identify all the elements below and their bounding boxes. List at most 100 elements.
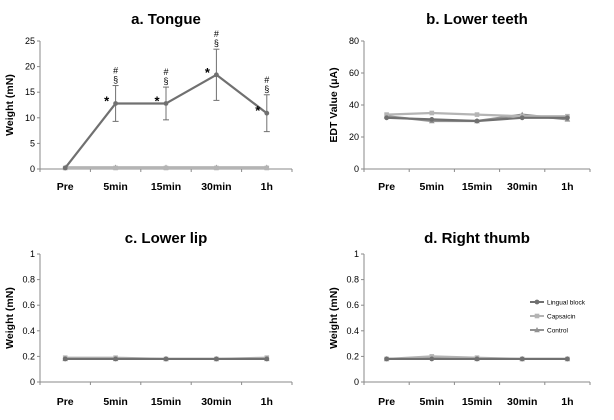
data-point	[429, 356, 435, 362]
significance-mark: #	[264, 75, 269, 85]
y-tick-label: 0.8	[22, 275, 35, 285]
y-tick-label: 20	[25, 62, 35, 72]
x-tick-label: 30min	[507, 181, 537, 193]
legend-marker	[534, 327, 540, 333]
series-lingual-block	[384, 356, 570, 362]
y-axis-label: EDT Value (μA)	[328, 67, 340, 142]
data-point	[214, 72, 219, 78]
chart-title: d. Right thumb	[424, 230, 530, 247]
data-point	[429, 117, 435, 122]
x-tick-label: 1h	[561, 181, 573, 193]
y-tick-label: 0	[354, 377, 359, 387]
significance-annotation: * #§	[205, 29, 219, 80]
data-point	[113, 356, 118, 362]
x-tick-label: 30min	[201, 181, 231, 193]
y-axis-label: Weight (mN)	[4, 74, 16, 136]
data-point	[384, 356, 389, 362]
data-point	[429, 354, 435, 359]
legend-marker	[534, 313, 540, 319]
data-point	[429, 110, 435, 116]
star-mark: *	[154, 93, 160, 108]
data-point	[163, 101, 169, 106]
x-tick-label: 1h	[261, 396, 273, 408]
x-tick-label: 5min	[103, 181, 128, 193]
data-point	[214, 356, 219, 362]
data-point	[113, 165, 118, 171]
significance-mark: #	[214, 29, 219, 39]
y-tick-label: 0.6	[22, 300, 35, 310]
x-tick-label: 15min	[151, 181, 181, 193]
panel-lower-teeth: b. Lower teeth EDT Value (μA) 0 20 40 60 80 Pre…	[328, 11, 591, 193]
chart-title: c. Lower lip	[125, 230, 208, 247]
y-tick-label: 0.6	[346, 300, 359, 310]
data-point	[163, 165, 169, 171]
x-tick-label: Pre	[378, 396, 395, 408]
panel-tongue: a. Tongue Weight (mN) 0 5 10 15 20 25 Pre 5min 15m…	[4, 11, 293, 193]
y-tick-label: 5	[30, 138, 35, 148]
x-tick-label: 1h	[561, 396, 573, 408]
legend-label: Lingual block	[547, 299, 586, 306]
data-point	[519, 356, 525, 362]
data-point	[62, 356, 68, 362]
x-tick-label: 5min	[420, 181, 445, 193]
x-tick-label: 15min	[151, 396, 181, 408]
star-mark: *	[104, 93, 110, 108]
significance-mark: #	[163, 67, 168, 77]
data-point	[113, 101, 118, 106]
data-point	[565, 356, 570, 362]
star-mark: *	[255, 103, 261, 118]
data-point	[474, 356, 480, 362]
data-point	[264, 165, 270, 171]
y-tick-label: 25	[25, 36, 35, 46]
significance-mark: §	[264, 84, 269, 94]
data-point	[62, 165, 68, 171]
panel-right-thumb: d. Right thumb Weight (mN) 0 0.2 0.4 0.6 0.8 1 P…	[328, 230, 591, 408]
legend-entry: Control	[530, 327, 569, 334]
y-tick-label: 60	[349, 68, 359, 78]
legend-label: Capsaicin	[547, 313, 576, 320]
legend-marker	[534, 299, 540, 305]
significance-mark: §	[113, 75, 118, 85]
y-tick-label: 20	[349, 132, 359, 142]
significance-annotation: * #§	[104, 66, 118, 109]
y-tick-label: 0.2	[346, 351, 359, 361]
y-tick-label: 1	[354, 249, 359, 259]
chart-title: b. Lower teeth	[426, 11, 528, 28]
data-point	[264, 110, 270, 116]
y-tick-label: 10	[25, 113, 35, 123]
significance-mark: §	[163, 76, 168, 86]
significance-mark: §	[214, 38, 219, 48]
y-tick-label: 40	[349, 100, 359, 110]
data-point	[384, 112, 389, 117]
significance-mark: #	[113, 66, 118, 76]
x-tick-label: 5min	[103, 396, 128, 408]
y-axis-label: Weight (mN)	[4, 287, 16, 349]
y-tick-label: 0.2	[22, 351, 35, 361]
data-point	[264, 356, 270, 362]
data-point	[163, 356, 169, 362]
significance-annotation: * #§	[255, 75, 269, 118]
x-tick-label: 5min	[420, 396, 445, 408]
y-tick-label: 80	[349, 36, 359, 46]
legend-label: Control	[547, 327, 569, 334]
x-tick-label: 15min	[462, 396, 492, 408]
y-tick-label: 0	[354, 164, 359, 174]
series-lingual-block	[62, 356, 270, 362]
x-tick-label: 1h	[261, 181, 273, 193]
x-tick-label: Pre	[57, 181, 74, 193]
series-lingual-block	[384, 115, 570, 124]
y-tick-label: 0	[30, 164, 35, 174]
chart-title: a. Tongue	[131, 11, 201, 28]
x-tick-label: 30min	[507, 396, 537, 408]
y-tick-label: 0.4	[22, 326, 35, 336]
x-tick-label: 15min	[462, 181, 492, 193]
data-point	[474, 112, 480, 117]
legend: Lingual block Capsaicin Control	[530, 299, 586, 334]
legend-entry: Capsaicin	[530, 313, 576, 320]
data-point	[519, 115, 525, 121]
x-tick-label: Pre	[57, 396, 74, 408]
y-axis-label: Weight (mN)	[328, 287, 340, 349]
y-tick-label: 0.8	[346, 275, 359, 285]
y-tick-label: 0.4	[346, 326, 359, 336]
